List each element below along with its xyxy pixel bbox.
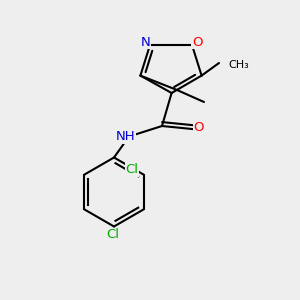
Text: O: O — [192, 35, 203, 49]
Text: Cl: Cl — [106, 228, 119, 242]
Text: O: O — [194, 121, 204, 134]
Text: N: N — [141, 35, 150, 49]
Text: Cl: Cl — [125, 163, 138, 176]
Text: CH₃: CH₃ — [228, 59, 249, 70]
Text: NH: NH — [116, 130, 136, 143]
